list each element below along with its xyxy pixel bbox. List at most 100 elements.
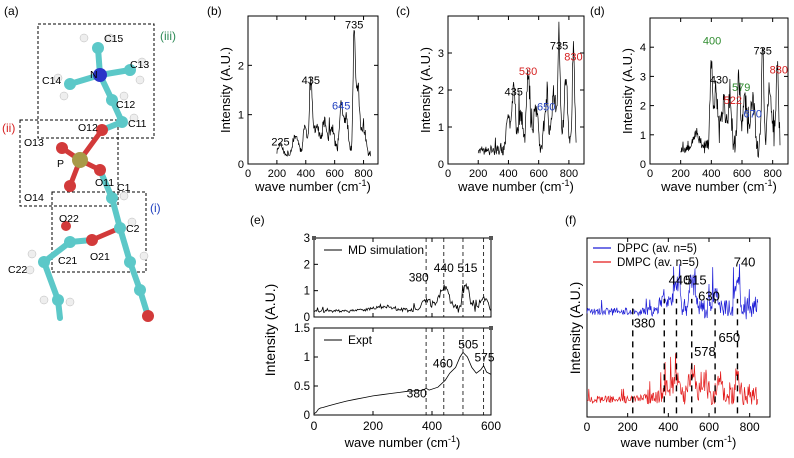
x-tick-label: 800 [560, 168, 578, 180]
x-tick-label: 0 [245, 168, 251, 180]
x-tick-label: 400 [658, 420, 678, 434]
peak-label: 460 [433, 356, 453, 370]
plot-frame [313, 237, 492, 318]
corner-handle [312, 236, 316, 240]
peak-label: 435 [505, 87, 523, 99]
atom-phosphorus [72, 152, 88, 168]
atom-hydrogen [137, 57, 147, 67]
plot-frame [649, 17, 789, 165]
atom-label: C1 [117, 182, 131, 194]
atom-hydrogen [25, 265, 35, 275]
atom-carbon [124, 64, 136, 76]
panel-letter-c: (c) [396, 4, 410, 18]
y-tick-label: 4 [640, 42, 646, 54]
x-tick-label: 0 [311, 419, 318, 433]
y-tick-label: 0 [304, 312, 310, 324]
x-axis-label: wave number (cm-1) [660, 178, 777, 194]
panel-letter-f: (f) [565, 213, 576, 227]
region-box-i [51, 191, 147, 273]
peak-label: 505 [458, 337, 478, 351]
spectrum-line [477, 21, 577, 156]
peak-label: 515 [685, 273, 707, 288]
x-tick-label: 800 [763, 168, 781, 180]
legend-label: DMPC (av. n=5) [617, 257, 699, 269]
peak-label: 430 [710, 75, 728, 87]
atom-label: C22 [8, 264, 27, 276]
peak-label: 380 [407, 387, 427, 401]
plot-frame [247, 15, 379, 165]
y-axis-label: Intensity (A.U.) [567, 282, 583, 375]
atom-oxygen [61, 221, 71, 231]
x-tick-label: 0 [647, 168, 653, 180]
chart-panel-f: 0 200 400 600 800 DPPC (av. n=5) DMPC (av. n=5… [567, 237, 771, 450]
atom-label: O11 [95, 177, 114, 189]
peak-label: 380 [634, 316, 656, 331]
y-tick-label: 0 [640, 159, 646, 171]
atom-hydrogen [53, 73, 63, 83]
atom-carbon [106, 192, 118, 204]
peak-label: 645 [332, 101, 350, 113]
peak-label: 735 [754, 46, 772, 58]
peak-label: 650 [718, 330, 740, 345]
atom-oxygen [94, 164, 106, 176]
peak-label: 578 [694, 344, 716, 359]
atom-label: C2 [126, 223, 140, 235]
x-tick-label: 400 [702, 168, 720, 180]
atom-carbon [114, 222, 126, 234]
atom-label: O21 [90, 251, 110, 263]
x-tick-label: 600 [733, 168, 751, 180]
spectrum-line [276, 30, 371, 157]
y-tick-label: 2 [238, 60, 244, 72]
series-line-dppc [586, 263, 759, 320]
region-label-iii: (iii) [160, 29, 176, 43]
x-tick-label: 600 [699, 420, 719, 434]
atom-carbon [134, 284, 146, 296]
bond [41, 259, 61, 303]
x-tick-label: 400 [297, 168, 315, 180]
chart-panel-b: 0 200 400 600 800 0 1 2 225 435 645 735 wave number … [218, 15, 379, 194]
spectrum-line [313, 282, 492, 314]
x-tick-label: 600 [529, 168, 547, 180]
peak-label: 400 [703, 35, 721, 47]
atom-label: C15 [104, 33, 123, 45]
y-axis-label: Intensity (A.U.) [418, 47, 433, 133]
peak-label: 735 [550, 40, 568, 52]
atom-label: O12 [78, 122, 98, 134]
plot-frame [586, 237, 771, 418]
x-tick-label: 200 [469, 168, 487, 180]
y-tick-label: 0.5 [294, 381, 310, 393]
x-tick-label: 400 [422, 419, 442, 433]
y-tick-label: 1 [438, 122, 444, 134]
y-tick-label: 0 [304, 410, 310, 422]
corner-handle [489, 326, 493, 330]
atom-carbon [64, 236, 76, 248]
x-tick-label: 800 [354, 168, 372, 180]
atom-label: P [57, 158, 64, 170]
peak-label: 440 [434, 261, 454, 275]
x-tick-label: 800 [740, 420, 760, 434]
peak-label: 740 [734, 255, 756, 270]
plot-frame [313, 327, 492, 416]
corner-handle [489, 236, 493, 240]
atom-oxygen [96, 124, 108, 136]
atom-carbon [124, 256, 136, 268]
legend-label: DPPC (av. n=5) [617, 243, 697, 255]
molecule-structure: C15 N C14 C13 C12 C11 O12 O13 P O11 O14 … [2, 23, 176, 322]
peak-label: 440 [669, 273, 691, 288]
y-axis-label: Intensity (A.U.) [218, 47, 233, 133]
x-tick-label: 600 [481, 419, 501, 433]
region-box-ii [19, 119, 119, 207]
panel-letter-a: (a) [4, 4, 19, 18]
y-axis-label: Intensity (A.U.) [620, 48, 635, 134]
atom-hydrogen [139, 251, 149, 261]
peak-label: 380 [409, 270, 429, 284]
atom-hydrogen [119, 91, 129, 101]
peak-label: 630 [698, 289, 720, 304]
legend-label: Expt [348, 333, 373, 347]
atom-oxygen [142, 310, 154, 322]
region-label-ii: (ii) [2, 121, 15, 135]
series-line-dmpc [586, 353, 759, 406]
